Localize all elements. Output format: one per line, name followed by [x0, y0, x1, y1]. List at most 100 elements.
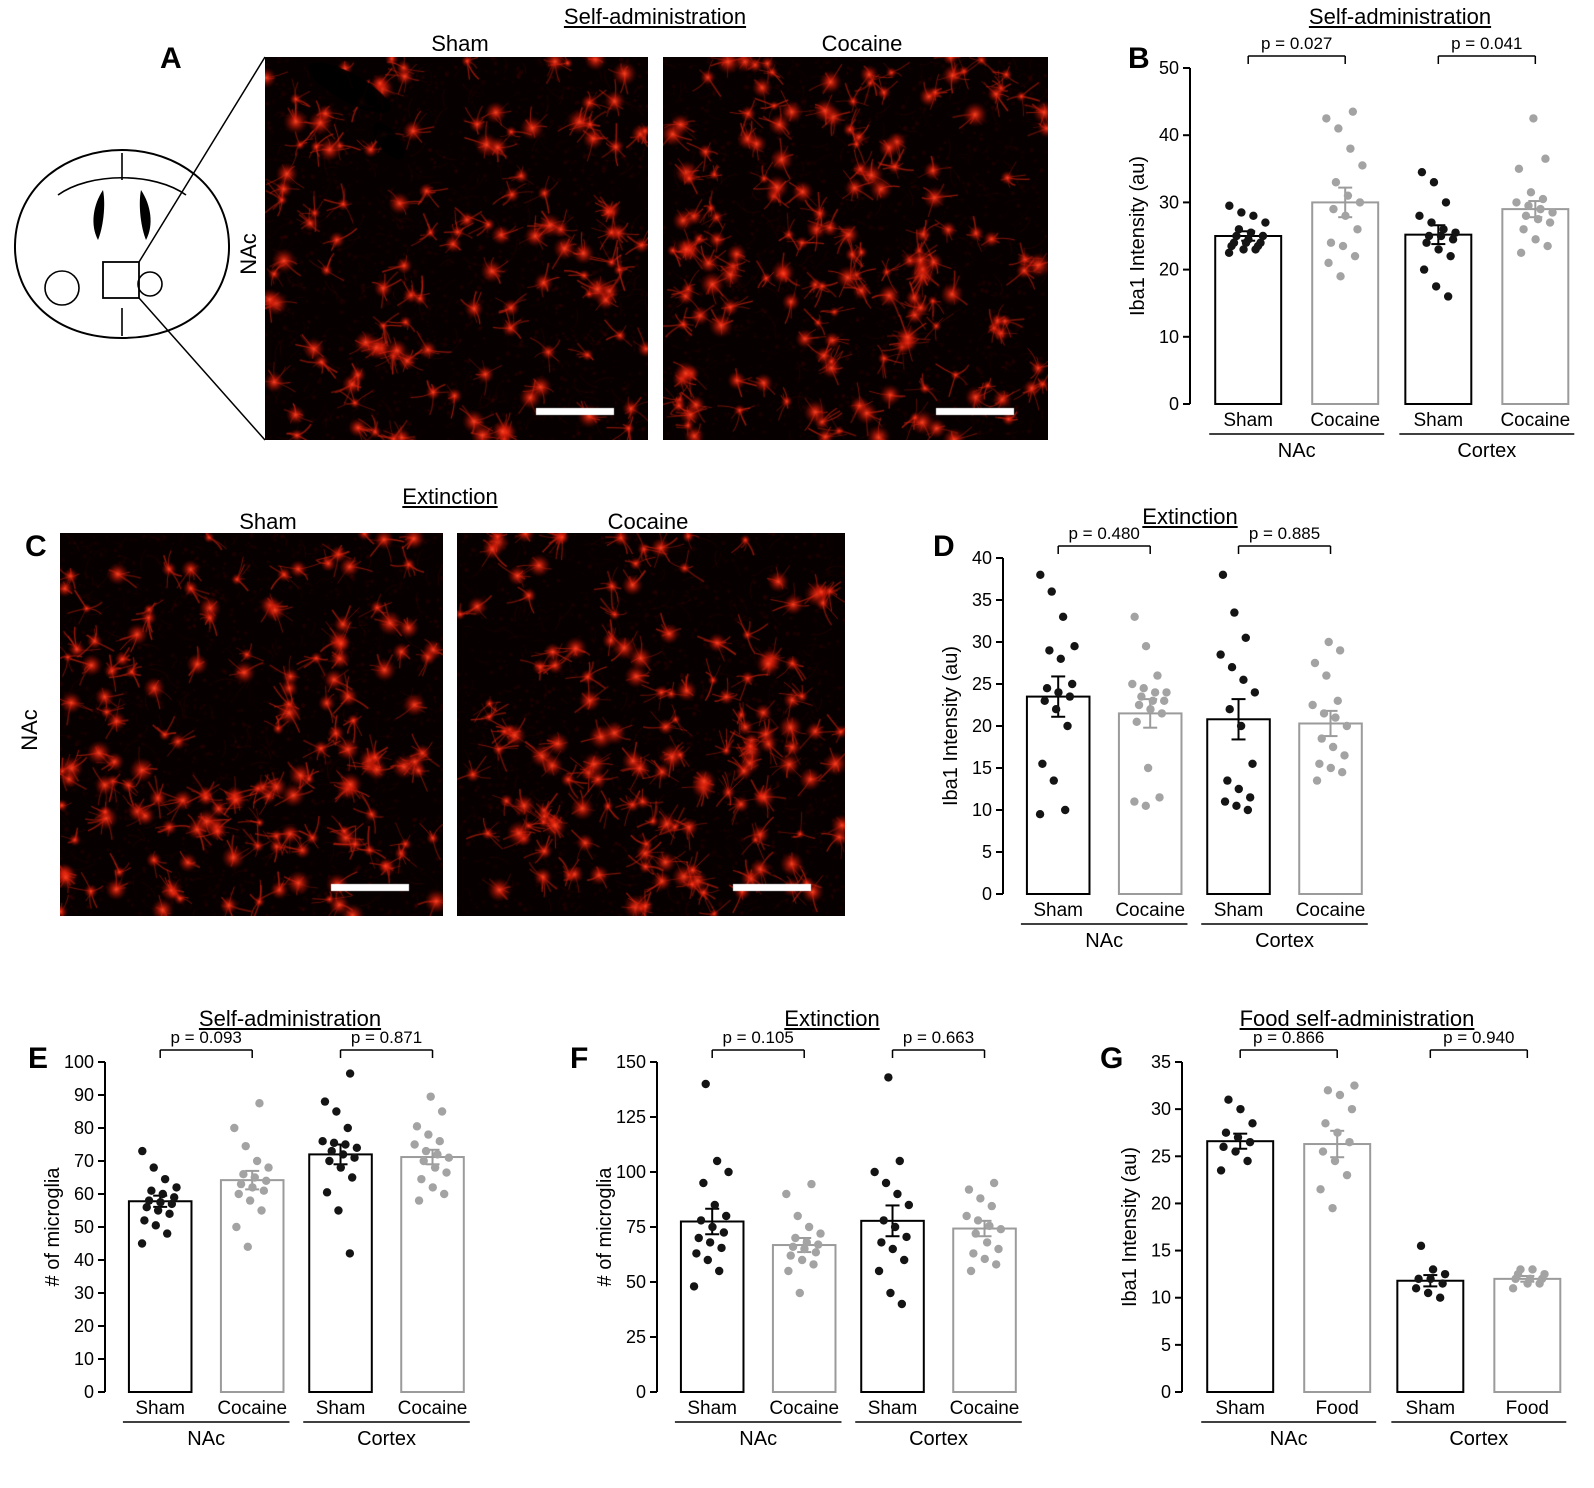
data-point	[1316, 1185, 1325, 1194]
p-value-label: p = 0.940	[1443, 1028, 1514, 1047]
y-tick-label: 125	[616, 1107, 646, 1127]
data-point	[1128, 679, 1137, 689]
data-point	[1036, 570, 1045, 579]
data-point	[341, 1140, 350, 1149]
y-tick-label: 15	[1151, 1241, 1171, 1261]
data-point	[234, 1189, 243, 1199]
data-point	[1521, 211, 1531, 221]
y-tick-label: 10	[972, 800, 992, 820]
data-point	[1232, 801, 1241, 810]
data-point	[1341, 211, 1350, 221]
data-point	[1333, 1128, 1342, 1137]
data-point	[1331, 713, 1340, 722]
data-point	[1440, 1269, 1450, 1279]
y-tick-label: 0	[1169, 394, 1179, 414]
data-point	[1426, 1274, 1435, 1284]
panel-c-letter: C	[25, 530, 47, 563]
micrograph-selfadmin-cocaine	[663, 57, 1048, 440]
bar-Cortex-Cocaine	[400, 1156, 465, 1393]
x-category-label: Sham	[1033, 900, 1083, 921]
data-point	[964, 1185, 974, 1194]
y-tick-label: 5	[1161, 1335, 1171, 1355]
data-point	[320, 1097, 330, 1106]
y-tick-label: 70	[74, 1151, 94, 1171]
x-category-label: Sham	[1405, 1398, 1455, 1419]
y-tick-label: 5	[982, 842, 992, 862]
data-point	[1528, 1265, 1537, 1274]
panel-a-sham-label: Sham	[431, 31, 489, 56]
data-point	[1256, 238, 1265, 247]
y-axis-label: # of microglia	[595, 1167, 616, 1287]
panel-a-cocaine-label: Cocaine	[821, 31, 903, 56]
data-point	[1315, 759, 1324, 768]
p-value-label: p = 0.093	[171, 1028, 242, 1047]
data-point	[241, 1141, 250, 1151]
data-point	[800, 1244, 809, 1254]
data-point	[172, 1183, 181, 1192]
x-category-label: Cocaine	[1115, 900, 1185, 921]
data-point	[1042, 684, 1052, 693]
panel-b-letter: B	[1128, 42, 1150, 75]
data-point	[332, 1107, 341, 1116]
p-value-label: p = 0.480	[1069, 524, 1140, 543]
bar-Cortex-Sham	[308, 1153, 373, 1393]
data-point	[1415, 211, 1424, 221]
panel-c-title: Extinction	[402, 484, 498, 509]
data-point	[1545, 218, 1555, 227]
x-category-label: Sham	[1413, 410, 1463, 431]
data-point	[1224, 1095, 1233, 1104]
data-point	[1141, 801, 1150, 810]
left-nac-circle	[44, 270, 80, 306]
data-point	[430, 1163, 440, 1172]
data-point	[1519, 225, 1528, 234]
data-point	[1448, 235, 1458, 244]
data-point	[1319, 709, 1329, 718]
data-point	[696, 1216, 706, 1225]
data-point	[1035, 810, 1045, 819]
bar-Cortex-Cocaine	[952, 1227, 1017, 1393]
zoom-line-bottom	[138, 297, 266, 441]
data-point	[1159, 696, 1169, 705]
panel-g-letter: G	[1100, 1042, 1124, 1075]
data-point	[1548, 208, 1557, 217]
data-point	[1248, 1119, 1257, 1128]
y-tick-label: 10	[74, 1349, 94, 1369]
panel-f-letter: F	[570, 1042, 589, 1075]
data-point	[1338, 241, 1348, 251]
panel-b-title: Self-administration	[1308, 4, 1492, 29]
data-point	[1321, 1119, 1330, 1128]
data-point	[881, 1178, 891, 1188]
data-point	[699, 1178, 708, 1188]
data-point	[442, 1168, 451, 1177]
data-point	[1353, 225, 1362, 234]
data-point	[1246, 228, 1256, 237]
data-point	[813, 1240, 823, 1249]
data-point	[1045, 646, 1054, 655]
data-point	[717, 1243, 726, 1253]
data-point	[991, 1260, 1001, 1269]
x-category-label: Food	[1316, 1398, 1359, 1419]
data-point	[1429, 178, 1439, 187]
chart-extinction-microglia-count: 0 25 50 75 100 125 150 # of microglia Sham Cocain…	[594, 1022, 1035, 1458]
data-point	[791, 1233, 800, 1243]
data-point	[874, 1266, 884, 1276]
group-label: Cortex	[909, 1428, 968, 1450]
data-point	[1155, 793, 1164, 802]
y-tick-label: 30	[1159, 192, 1179, 212]
data-point	[996, 1225, 1006, 1234]
data-point	[989, 1178, 999, 1188]
data-point	[1038, 759, 1047, 768]
y-tick-label: 0	[84, 1382, 94, 1402]
data-point	[1229, 238, 1239, 247]
data-point	[1439, 225, 1448, 234]
panel-c-cocaine-label: Cocaine	[607, 509, 689, 534]
p-value-label: p = 0.105	[723, 1028, 794, 1047]
data-point	[795, 1288, 804, 1298]
micrograph-extinction-cocaine	[457, 533, 845, 916]
data-point	[433, 1150, 442, 1159]
y-tick-label: 0	[982, 884, 992, 904]
data-point	[426, 1092, 435, 1101]
data-point	[1225, 201, 1234, 210]
data-point	[1324, 258, 1333, 268]
data-point	[1322, 114, 1331, 123]
